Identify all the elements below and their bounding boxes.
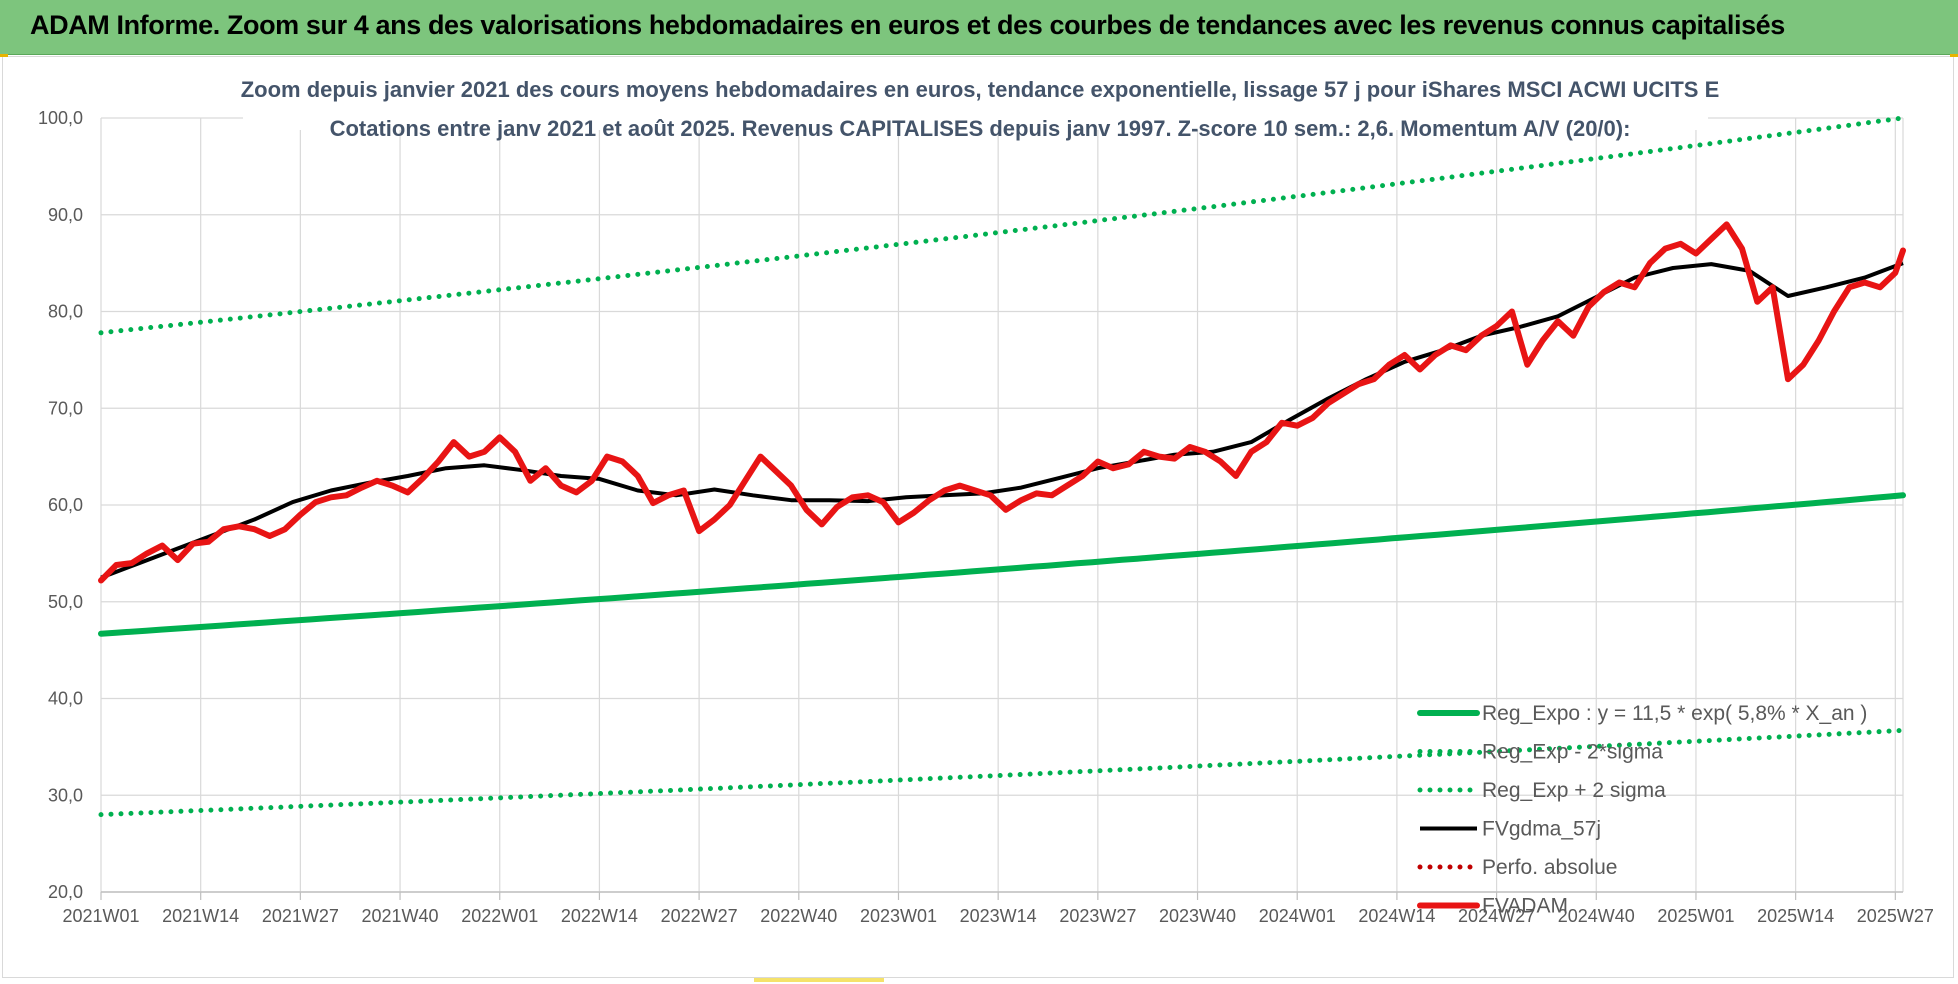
- legend-label-fvadam: FVADAM: [1482, 895, 1568, 918]
- chart-title: Zoom depuis janvier 2021 des cours moyen…: [241, 77, 1720, 102]
- series-fvgdma-57j: [100, 261, 1904, 580]
- x-tick-label: 2024W27: [1458, 906, 1535, 926]
- x-tick-label: 2022W01: [461, 906, 538, 926]
- x-tick-label: 2021W40: [362, 906, 439, 926]
- series-fvadam: [98, 221, 1906, 584]
- corner-marker-right: [1950, 54, 1958, 57]
- legend-label-perfo-absolue: Perfo. absolue: [1482, 856, 1617, 879]
- legend-label-fvgdma-57j: FVgdma_57j: [1482, 818, 1601, 841]
- x-tick-label: 2021W01: [62, 906, 139, 926]
- x-tick-label: 2025W14: [1757, 906, 1834, 926]
- line-chart: 20,0 30,0 40,0 50,0 60,0 70,0 80,0 90,0 100,0 20…: [38, 60, 1934, 926]
- x-tick-label: 2025W01: [1657, 906, 1734, 926]
- y-tick-label: 30,0: [48, 785, 83, 805]
- x-tick-label: 2024W14: [1358, 906, 1435, 926]
- y-tick-label: 80,0: [48, 302, 83, 322]
- bottom-marker: [754, 978, 884, 982]
- report-banner-title: ADAM Informe. Zoom sur 4 ans des valoris…: [30, 10, 1785, 40]
- x-tick-label: 2025W27: [1857, 906, 1934, 926]
- x-tick-label: 2022W40: [760, 906, 837, 926]
- series-reg-exp-plus-2sigma: [98, 115, 1906, 336]
- corner-marker-left: [0, 54, 8, 57]
- y-tick-label: 20,0: [48, 882, 83, 902]
- x-tick-label: 2023W14: [960, 906, 1037, 926]
- x-tick-label: 2022W14: [561, 906, 638, 926]
- y-tick-label: 50,0: [48, 592, 83, 612]
- x-tick-label: 2021W14: [162, 906, 239, 926]
- x-tick-label: 2024W01: [1259, 906, 1336, 926]
- legend-label-reg-exp-plus-2sigma: Reg_Exp + 2 sigma: [1482, 779, 1666, 802]
- legend: Reg_Expo : y = 11,5 * exp( 5,8% * X_an )…: [1417, 702, 1867, 918]
- x-tick-label: 2021W27: [262, 906, 339, 926]
- y-tick-label: 60,0: [48, 495, 83, 515]
- series-lines: [98, 115, 1906, 818]
- chart-subtitle: Cotations entre janv 2021 et août 2025. …: [330, 116, 1631, 141]
- report-banner: ADAM Informe. Zoom sur 4 ans des valoris…: [0, 0, 1958, 55]
- series-reg-expo: [98, 492, 1906, 637]
- y-axis-ticks: 20,0 30,0 40,0 50,0 60,0 70,0 80,0 90,0 100,0: [38, 108, 83, 902]
- y-tick-label: 70,0: [48, 398, 83, 418]
- y-tick-label: 90,0: [48, 205, 83, 225]
- x-axis-ticks: 2021W01 2021W14 2021W27 2021W40 2022W01 2022W…: [62, 892, 1934, 926]
- legend-label-reg-expo: Reg_Expo : y = 11,5 * exp( 5,8% * X_an ): [1482, 702, 1867, 725]
- y-tick-label: 40,0: [48, 689, 83, 709]
- series-reg-exp-minus-2sigma: [98, 727, 1906, 818]
- legend-label-reg-exp-minus-2sigma: Reg_Exp - 2*sigma: [1482, 741, 1663, 764]
- x-tick-label: 2024W40: [1558, 906, 1635, 926]
- x-tick-label: 2022W27: [661, 906, 738, 926]
- chart-titles: Zoom depuis janvier 2021 des cours moyen…: [241, 60, 1720, 141]
- y-tick-label: 100,0: [38, 108, 83, 128]
- title-backdrop: [243, 60, 1708, 130]
- x-tick-label: 2023W01: [860, 906, 937, 926]
- chart-area: 20,0 30,0 40,0 50,0 60,0 70,0 80,0 90,0 100,0 20…: [0, 54, 1958, 984]
- x-tick-label: 2023W27: [1059, 906, 1136, 926]
- x-tick-label: 2023W40: [1159, 906, 1236, 926]
